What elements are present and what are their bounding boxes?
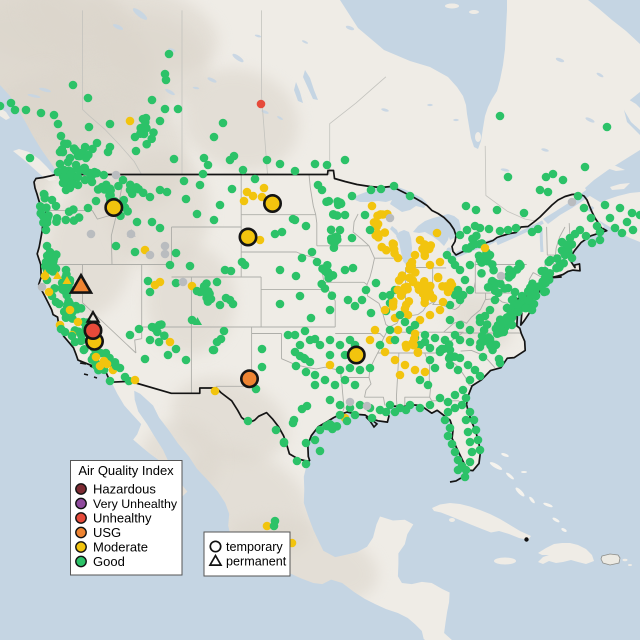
svg-text:Unhealthy: Unhealthy [93, 511, 152, 526]
svg-text:permanent: permanent [226, 555, 287, 569]
svg-text:Very Unhealthy: Very Unhealthy [93, 497, 178, 511]
svg-text:Air Quality Index: Air Quality Index [78, 463, 174, 478]
svg-text:temporary: temporary [226, 540, 283, 554]
svg-text:Hazardous: Hazardous [93, 482, 156, 497]
svg-text:USG: USG [93, 525, 121, 540]
svg-text:Good: Good [93, 554, 125, 569]
svg-text:Moderate: Moderate [93, 540, 148, 555]
